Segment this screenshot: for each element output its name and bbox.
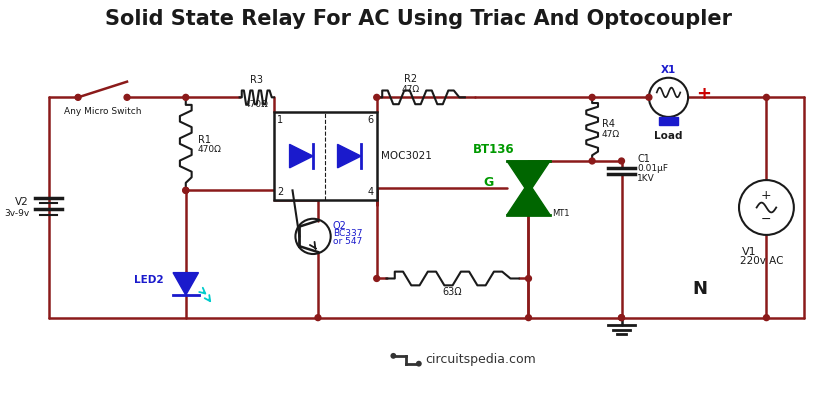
Circle shape (649, 78, 688, 117)
Polygon shape (507, 161, 550, 193)
Text: 4: 4 (368, 187, 374, 197)
Bar (274, 112, 377, 200)
Circle shape (619, 158, 624, 164)
Text: BT136: BT136 (472, 143, 515, 156)
Circle shape (124, 94, 130, 100)
Text: MT1: MT1 (552, 209, 569, 218)
Polygon shape (290, 144, 313, 168)
Text: LED2: LED2 (134, 276, 164, 286)
Circle shape (525, 276, 531, 281)
Text: 2: 2 (277, 187, 283, 197)
Circle shape (525, 315, 531, 321)
Text: Any Micro Switch: Any Micro Switch (64, 107, 141, 116)
Circle shape (183, 188, 188, 193)
Circle shape (415, 361, 422, 366)
Circle shape (183, 94, 188, 100)
Text: R1: R1 (197, 135, 211, 145)
Text: 6: 6 (368, 115, 374, 125)
Text: Load: Load (654, 131, 683, 141)
Text: R3: R3 (250, 75, 263, 85)
Circle shape (619, 315, 624, 321)
Polygon shape (507, 183, 550, 215)
Text: C1: C1 (637, 154, 650, 164)
Text: 220v AC: 220v AC (740, 256, 783, 266)
Circle shape (739, 180, 794, 235)
Text: G: G (483, 176, 493, 189)
Text: MOC3021: MOC3021 (381, 151, 431, 161)
Circle shape (315, 315, 320, 321)
Text: BC337: BC337 (333, 229, 362, 238)
Circle shape (763, 315, 769, 321)
Circle shape (589, 94, 595, 100)
Text: 47Ω: 47Ω (602, 129, 620, 139)
Circle shape (619, 315, 624, 321)
Text: R2: R2 (405, 73, 418, 84)
Text: +: + (761, 189, 771, 202)
Text: N: N (692, 280, 707, 298)
Circle shape (75, 94, 81, 100)
Polygon shape (173, 273, 198, 295)
Circle shape (646, 94, 652, 100)
Text: Solid State Relay For AC Using Triac And Optocoupler: Solid State Relay For AC Using Triac And… (106, 9, 733, 29)
Text: 47Ω: 47Ω (402, 85, 420, 94)
Text: 470Ω: 470Ω (244, 100, 268, 109)
Text: X1: X1 (661, 65, 676, 75)
Text: 1KV: 1KV (637, 174, 655, 183)
Text: or 547: or 547 (333, 237, 362, 246)
Text: 1: 1 (277, 115, 283, 125)
Text: R4: R4 (602, 119, 615, 129)
Text: +: + (696, 85, 711, 103)
Circle shape (589, 158, 595, 164)
Circle shape (763, 94, 769, 100)
Text: circuitspedia.com: circuitspedia.com (425, 353, 536, 366)
Circle shape (183, 188, 188, 193)
Text: Q2: Q2 (333, 220, 347, 231)
Text: V2: V2 (16, 197, 29, 207)
Circle shape (374, 94, 380, 100)
Circle shape (391, 353, 396, 359)
Text: −: − (762, 213, 771, 226)
Circle shape (76, 95, 80, 100)
Polygon shape (338, 144, 361, 168)
Bar (658, 117, 678, 125)
Text: 0.01μF: 0.01μF (637, 164, 668, 173)
Circle shape (374, 276, 380, 281)
Text: 63Ω: 63Ω (443, 287, 463, 297)
Text: 470Ω: 470Ω (197, 145, 221, 154)
Text: V1: V1 (742, 247, 756, 256)
Text: 3v-9v: 3v-9v (4, 209, 29, 218)
